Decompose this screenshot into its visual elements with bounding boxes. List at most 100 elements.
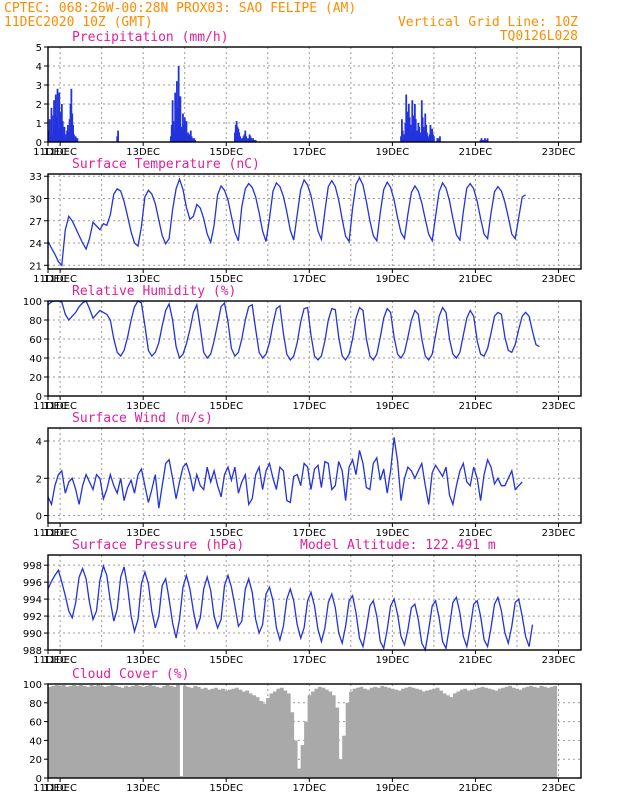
cloud-bar xyxy=(54,684,59,778)
press-ytick-label: 994 xyxy=(23,595,42,606)
x-tick-label: 11DEC xyxy=(43,783,77,794)
cloud-bar xyxy=(162,685,167,778)
cloud-bar xyxy=(48,686,52,778)
x-tick-label: 21DEC xyxy=(459,401,493,412)
temp-ytick-label: 21 xyxy=(29,261,42,272)
rh-ytick-label: 20 xyxy=(29,373,42,384)
cloud-bar xyxy=(397,690,402,778)
cloud-bar xyxy=(366,689,371,778)
cloud-bar xyxy=(321,687,326,778)
x-tick-label: 11DEC xyxy=(33,147,67,158)
precip-ytick-label: 0 xyxy=(36,138,42,149)
cloud-bar xyxy=(241,691,246,778)
cloud-bar xyxy=(224,690,229,778)
cloud-bar xyxy=(255,697,260,778)
x-tick-label: 23DEC xyxy=(542,147,576,158)
x-tick-label: 21DEC xyxy=(459,655,493,666)
cloud-bar xyxy=(404,687,409,778)
press-ytick-label: 990 xyxy=(23,629,42,640)
cloud-bar xyxy=(262,703,267,778)
cloud-bar xyxy=(328,691,333,778)
cloud-bar xyxy=(532,686,537,778)
cloud-bar xyxy=(231,688,236,778)
cloud-bar xyxy=(491,689,495,778)
cloud-bar xyxy=(373,686,378,778)
precip-ytick-label: 4 xyxy=(36,62,42,73)
cloud-bar xyxy=(317,686,322,778)
cloud-ytick-label: 40 xyxy=(29,736,42,747)
precip-ytick-label: 2 xyxy=(36,100,42,111)
cloud-ytick-label: 100 xyxy=(23,680,42,691)
cloud-bar xyxy=(515,688,520,778)
precip-bar xyxy=(401,130,404,142)
precip-bar xyxy=(59,111,62,142)
cloud-bar xyxy=(200,688,205,778)
cloud-bar xyxy=(144,685,149,778)
cloud-bar xyxy=(210,688,215,778)
cloud-bar xyxy=(435,687,440,778)
rh-frame xyxy=(47,300,582,397)
cloud-bar xyxy=(141,686,146,778)
cloud-bar xyxy=(432,688,437,778)
cloud-bar xyxy=(82,685,87,778)
cloud-bar xyxy=(297,768,302,778)
cloud-bar xyxy=(207,689,212,778)
cloud-bar xyxy=(518,689,523,778)
temp-series-line xyxy=(47,176,526,267)
press-annotation: Model Altitude: 122.491 m xyxy=(300,538,496,553)
cloud-bar xyxy=(276,688,281,778)
cloud-bar xyxy=(269,693,274,778)
press-series-line xyxy=(47,563,534,653)
cloud-bar xyxy=(459,689,464,778)
cloud-bar xyxy=(446,695,450,778)
precip-bar xyxy=(177,66,180,142)
precip-bar xyxy=(187,132,190,142)
cloud-bar xyxy=(238,689,243,778)
precip-frame xyxy=(47,46,582,143)
precip-bar xyxy=(48,119,51,142)
precip-bar xyxy=(185,121,188,142)
cloud-bar xyxy=(442,693,447,778)
cloud-bar xyxy=(65,686,70,778)
precip-bar xyxy=(179,96,182,142)
cloud-bar xyxy=(79,684,83,778)
x-tick-label: 13DEC xyxy=(126,655,160,666)
wind-frame xyxy=(47,427,582,524)
cloud-ytick-label: 20 xyxy=(29,755,42,766)
cloud-bar xyxy=(96,684,101,778)
precip-bar xyxy=(254,140,257,142)
precip-bar xyxy=(433,136,435,142)
cloud-bar xyxy=(335,707,340,778)
x-tick-label: 15DEC xyxy=(209,528,243,539)
precip-bar xyxy=(117,130,119,142)
cloud-bar xyxy=(349,691,353,778)
cloud-bar xyxy=(92,685,97,778)
cloud-bar xyxy=(193,685,198,778)
wind-series-line xyxy=(47,437,523,509)
x-tick-label: 19DEC xyxy=(376,783,410,794)
cloud-ytick-label: 60 xyxy=(29,718,42,729)
cloud-bar xyxy=(293,740,298,778)
cloud-bar xyxy=(484,687,488,778)
cloud-bar xyxy=(214,687,218,778)
cloud-bar xyxy=(99,685,104,778)
cloud-bar xyxy=(394,689,398,778)
header-model-id: TQ0126L028 xyxy=(500,29,578,44)
cloud-bar xyxy=(311,691,315,778)
cloud-bar xyxy=(549,686,554,778)
press-ytick-label: 992 xyxy=(23,612,42,623)
cloud-bar xyxy=(106,685,111,778)
cloud-bar xyxy=(124,685,128,778)
cloud-bar xyxy=(421,691,426,778)
cloud-bar xyxy=(148,684,153,778)
cloud-bar xyxy=(380,685,385,778)
header-run-time: 11DEC2020 10Z (GMT) xyxy=(4,15,153,30)
cloud-bar xyxy=(553,685,558,778)
x-tick-label: 19DEC xyxy=(376,528,410,539)
x-tick-label: 11DEC xyxy=(33,528,67,539)
cloud-bar xyxy=(217,689,222,778)
x-tick-label: 15DEC xyxy=(209,655,243,666)
cloud-bar xyxy=(428,689,433,778)
cloud-bar xyxy=(342,735,347,778)
precip-title: Precipitation (mm/h) xyxy=(72,30,229,45)
